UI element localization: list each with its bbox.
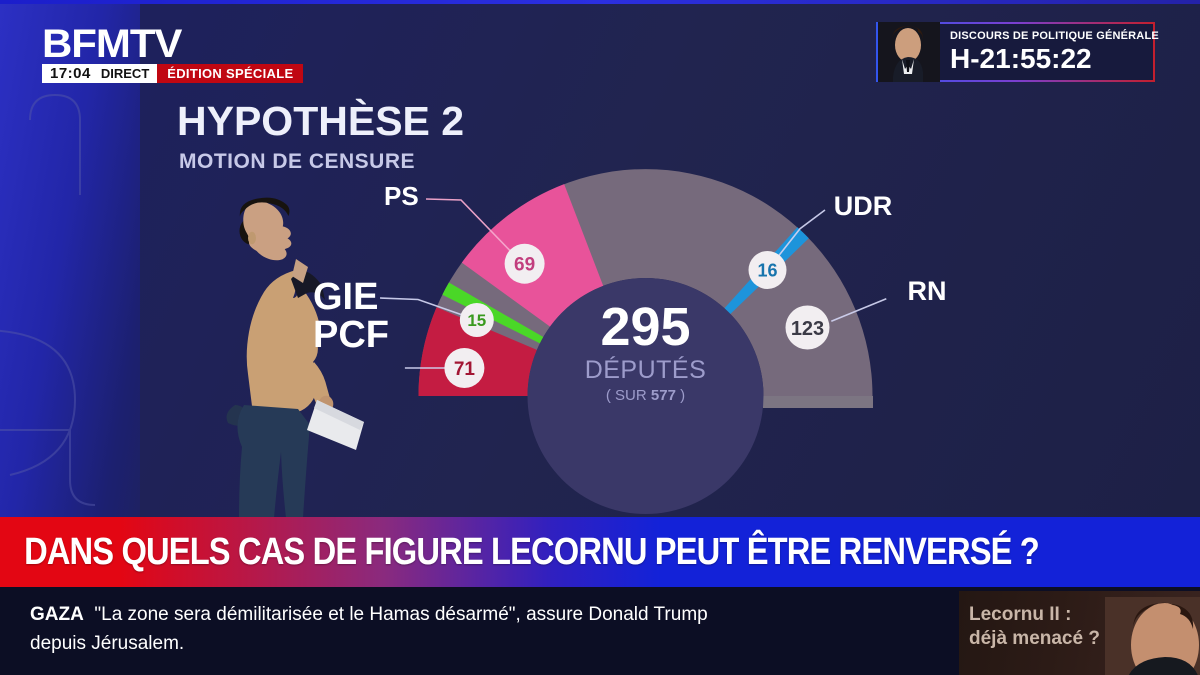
svg-text:71: 71 (454, 359, 476, 380)
svg-text:69: 69 (514, 255, 535, 276)
svg-text:RN: RN (908, 276, 947, 306)
svg-text:123: 123 (791, 318, 824, 340)
svg-text:UDR: UDR (834, 191, 893, 221)
svg-text:16: 16 (757, 261, 777, 281)
svg-text:PS: PS (384, 181, 419, 211)
svg-text:15: 15 (467, 311, 486, 330)
